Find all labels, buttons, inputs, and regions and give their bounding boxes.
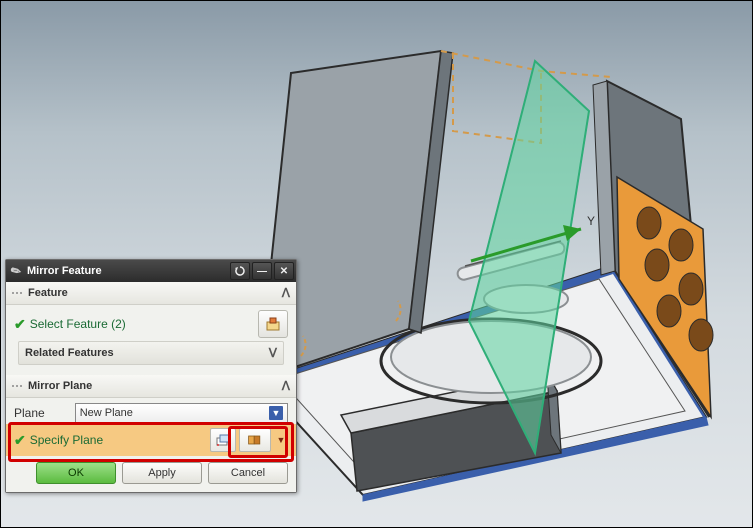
dialog-button-row: OK Apply Cancel (6, 456, 296, 492)
feature-section-header[interactable]: Feature ᐱ (6, 282, 296, 305)
close-button[interactable]: ✕ (274, 262, 294, 280)
plane-row: Plane New Plane ▼ (6, 402, 296, 424)
minimize-button[interactable]: — (252, 262, 272, 280)
apply-button[interactable]: Apply (122, 462, 202, 484)
specify-plane-label: Specify Plane (30, 433, 103, 447)
inferred-plane-icon-button[interactable] (210, 428, 236, 452)
dialog-title-text: Mirror Feature (27, 265, 228, 277)
mirror-feature-dialog[interactable]: ✎ Mirror Feature — ✕ Feature ᐱ ✔ (5, 259, 297, 493)
related-features-row[interactable]: Related Features ᐯ (18, 341, 284, 365)
check-icon: ✔ (14, 316, 26, 333)
axis-label: Y (587, 214, 595, 228)
pin-icon[interactable]: ✎ (6, 261, 25, 280)
related-features-label: Related Features (25, 347, 114, 359)
cad-viewport[interactable]: Y ✎ Mirror Feature — ✕ Feature ᐱ (0, 0, 753, 528)
specify-plane-row[interactable]: ✔ Specify Plane ▼ (6, 424, 296, 456)
plane-constructor-icon-button[interactable] (239, 428, 271, 452)
collapse-mirrorplane-icon[interactable]: ᐱ (282, 379, 290, 393)
select-feature-row[interactable]: ✔ Select Feature (2) (14, 311, 288, 337)
plane-label: Plane (14, 406, 45, 420)
plane-dropdown[interactable]: New Plane ▼ (75, 403, 288, 423)
cancel-button[interactable]: Cancel (208, 462, 288, 484)
reset-button[interactable] (230, 262, 250, 280)
select-feature-label: Select Feature (2) (30, 317, 126, 331)
mirror-plane-header-label: Mirror Plane (28, 380, 92, 392)
check-icon: ✔ (14, 432, 26, 449)
dropdown-arrow-icon[interactable]: ▼ (269, 406, 283, 420)
plane-options-dropdown-icon[interactable]: ▼ (274, 429, 288, 451)
feature-header-label: Feature (28, 287, 68, 299)
feature-selection-icon-button[interactable] (258, 310, 288, 338)
expand-related-icon[interactable]: ᐯ (269, 346, 277, 360)
collapse-feature-icon[interactable]: ᐱ (282, 286, 290, 300)
ok-button[interactable]: OK (36, 462, 116, 484)
plane-dropdown-value: New Plane (80, 407, 133, 419)
mirror-plane-section-header[interactable]: Mirror Plane ᐱ (6, 375, 296, 398)
dialog-titlebar[interactable]: ✎ Mirror Feature — ✕ (6, 260, 296, 282)
feature-section-body: ✔ Select Feature (2) Related Features ᐯ (6, 305, 296, 375)
